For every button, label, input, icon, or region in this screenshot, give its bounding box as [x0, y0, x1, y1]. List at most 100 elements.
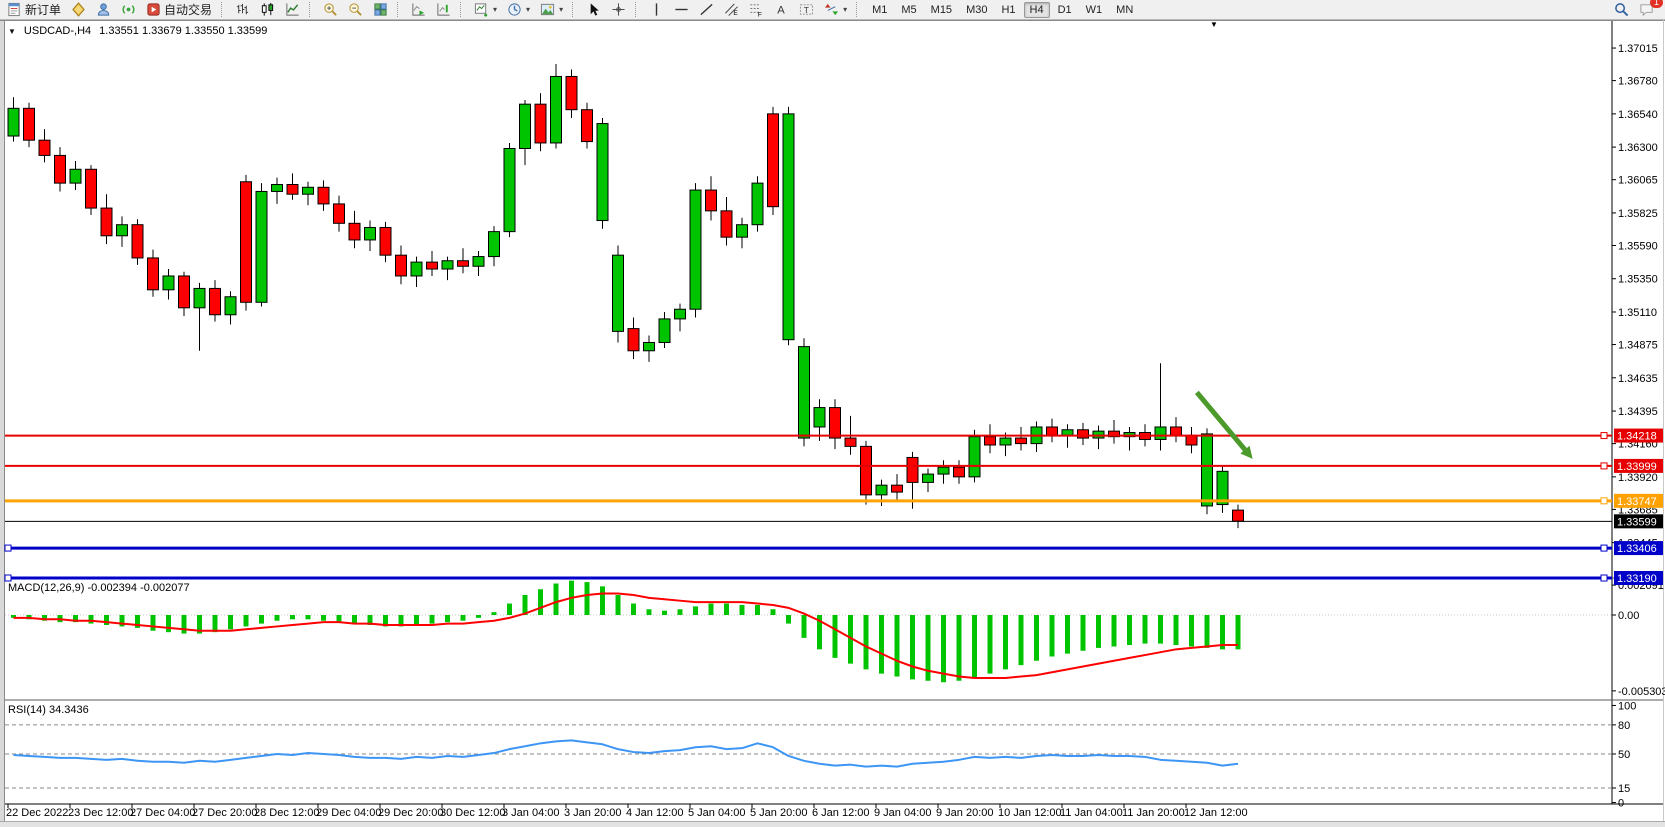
candlestick-chart-button[interactable] [256, 0, 279, 20]
svg-text:22 Dec 2022: 22 Dec 2022 [6, 807, 68, 819]
svg-text:1.33406: 1.33406 [1617, 543, 1657, 555]
svg-text:1.34875: 1.34875 [1618, 340, 1658, 352]
macd-values: -0.002394 -0.002077 [87, 582, 190, 594]
search-icon [1614, 2, 1629, 17]
zoom-in-button[interactable] [319, 0, 342, 20]
fibo-icon: F [749, 2, 764, 19]
profile-button[interactable] [92, 0, 115, 20]
svg-text:12 Jan 12:00: 12 Jan 12:00 [1184, 807, 1248, 819]
svg-text:0.00: 0.00 [1618, 610, 1639, 622]
chevron-down-icon[interactable]: ▼ [8, 26, 16, 36]
svg-text:1.35350: 1.35350 [1618, 274, 1658, 286]
channel-icon: E [724, 2, 739, 17]
signals-button[interactable] [117, 0, 140, 20]
templates-icon [540, 2, 555, 17]
crosshair-button[interactable] [607, 0, 630, 20]
line-icon [285, 2, 300, 17]
svg-text:11 Jan 04:00: 11 Jan 04:00 [1060, 807, 1123, 819]
macd-signal-line [13, 592, 1238, 679]
text-button[interactable]: A [770, 0, 793, 20]
svg-text:1.35825: 1.35825 [1618, 208, 1658, 220]
chevron-down-icon[interactable]: ▾ [559, 5, 564, 14]
search-button[interactable] [1610, 0, 1633, 20]
horizontal-line-button[interactable] [670, 0, 693, 20]
chart-shift-button[interactable] [432, 0, 455, 20]
tile-icon [373, 2, 388, 17]
svg-text:1.33999: 1.33999 [1617, 461, 1657, 473]
toolbar-separator [572, 2, 577, 17]
svg-text:3 Jan 04:00: 3 Jan 04:00 [502, 807, 560, 819]
cursor-button[interactable] [582, 0, 605, 20]
svg-text:3 Jan 20:00: 3 Jan 20:00 [564, 807, 622, 819]
svg-text:1.33685: 1.33685 [1618, 504, 1658, 516]
svg-text:1.35590: 1.35590 [1618, 240, 1658, 252]
svg-text:1.33920: 1.33920 [1618, 472, 1658, 484]
chevron-down-icon[interactable]: ▾ [843, 5, 848, 14]
svg-text:1.34218: 1.34218 [1617, 431, 1657, 443]
timeframe-m1-button[interactable]: M1 [872, 3, 888, 16]
hline-icon [674, 2, 689, 17]
line-chart-button[interactable] [281, 0, 304, 20]
timeframe-m15-button[interactable]: M15 [930, 3, 953, 16]
autoscroll-button[interactable] [407, 0, 430, 20]
timeframe-m5-button[interactable]: M5 [901, 3, 917, 16]
new-chart-icon [474, 2, 489, 17]
autoscroll-icon [411, 2, 426, 17]
svg-text:5 Jan 04:00: 5 Jan 04:00 [688, 807, 746, 819]
periods-button[interactable]: ▾ [503, 0, 534, 20]
timeframe-h4-button[interactable]: H4 [1023, 1, 1050, 18]
svg-text:5 Jan 20:00: 5 Jan 20:00 [750, 807, 808, 819]
new-chart-button[interactable]: ▾ [470, 0, 501, 20]
timeframe-m30-button[interactable]: M30 [966, 3, 988, 16]
svg-text:T: T [804, 5, 809, 15]
svg-text:E: E [733, 10, 738, 17]
chevron-down-icon[interactable]: ▾ [526, 5, 531, 14]
svg-text:1.33190: 1.33190 [1617, 573, 1657, 585]
new-order-button[interactable]: 新订单 [3, 0, 65, 20]
svg-text:80: 80 [1618, 720, 1630, 732]
notifications-button[interactable]: 1 [1635, 0, 1663, 20]
profile-icon [96, 2, 111, 17]
timeframe-d1-button[interactable]: D1 [1057, 3, 1072, 16]
chart-area[interactable]: 1.37015 1.36780 1.36540 1.36300 1.36065 1.358… [0, 20, 1665, 827]
svg-text:29 Dec 20:00: 29 Dec 20:00 [378, 807, 443, 819]
tile-windows-button[interactable] [369, 0, 392, 20]
svg-text:27 Dec 04:00: 27 Dec 04:00 [130, 807, 195, 819]
svg-text:50: 50 [1618, 749, 1630, 761]
macd-name: MACD(12,26,9) [8, 582, 85, 594]
autotrading-icon [146, 2, 161, 17]
shapes-button[interactable]: ▾ [820, 0, 851, 20]
svg-text:0: 0 [1618, 798, 1624, 810]
channel-button[interactable]: E [720, 0, 743, 20]
text-label-button[interactable]: T [795, 0, 818, 20]
bar-chart-button[interactable] [231, 0, 254, 20]
cursor-icon [586, 2, 601, 17]
text-icon: A [774, 2, 789, 17]
chart-context-arrow[interactable]: ▼ [1210, 20, 1218, 29]
shapes-icon [824, 2, 839, 17]
timeframe-w1-button[interactable]: W1 [1085, 3, 1103, 16]
styler-button[interactable] [67, 0, 90, 20]
svg-text:6 Jan 12:00: 6 Jan 12:00 [812, 807, 870, 819]
svg-text:1.33747: 1.33747 [1617, 496, 1657, 508]
autotrading-button[interactable]: 自动交易 [142, 0, 216, 20]
trendline-button[interactable] [695, 0, 718, 20]
trendline-icon [699, 2, 714, 17]
chart-title: ▼ USDCAD-,H4 1.33551 1.33679 1.33550 1.3… [8, 25, 267, 37]
toolbar-separator [635, 2, 640, 17]
signals-icon [121, 2, 136, 17]
rsi-name: RSI(14) [8, 704, 46, 716]
chevron-down-icon[interactable]: ▾ [493, 5, 498, 14]
timeframe-h1-button[interactable]: H1 [1001, 3, 1016, 16]
svg-text:30 Dec 12:00: 30 Dec 12:00 [440, 807, 505, 819]
svg-text:F: F [758, 12, 762, 17]
fibonacci-button[interactable]: F [745, 0, 768, 20]
svg-text:11 Jan 20:00: 11 Jan 20:00 [1122, 807, 1185, 819]
vertical-line-button[interactable] [645, 0, 668, 20]
zoom-out-button[interactable] [344, 0, 367, 20]
styler-icon [71, 2, 86, 17]
new-order-icon [7, 2, 22, 17]
chart-canvas[interactable]: 1.37015 1.36780 1.36540 1.36300 1.36065 1.358… [0, 20, 1665, 827]
templates-button[interactable]: ▾ [536, 0, 567, 20]
timeframe-mn-button[interactable]: MN [1116, 3, 1134, 16]
